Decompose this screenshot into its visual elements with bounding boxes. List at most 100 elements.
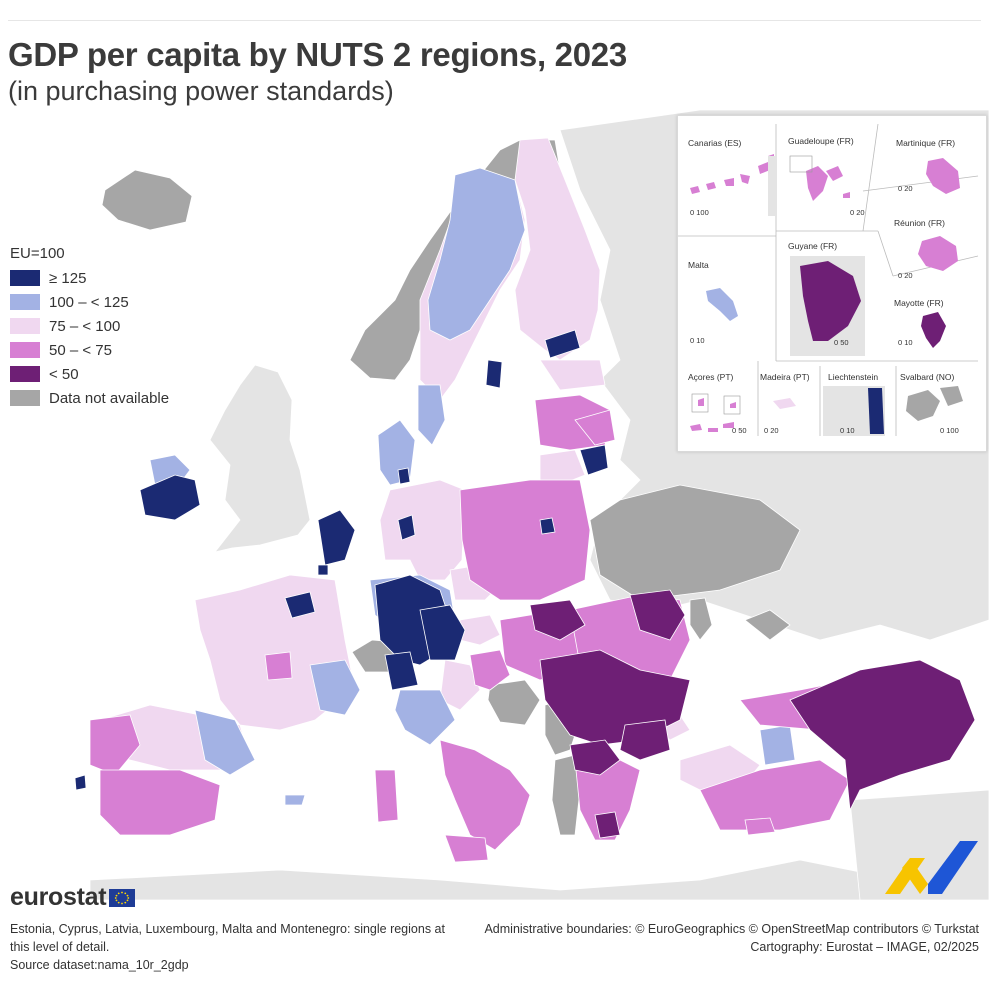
liechtenstein-shape [868, 388, 884, 434]
logo-text: eurostat [10, 883, 107, 911]
greece-epirus [594, 811, 621, 839]
greece-north [569, 739, 621, 776]
legend-item-lt-50: < 50 [10, 362, 190, 386]
spain-east [194, 709, 256, 776]
portugal-north [89, 714, 141, 776]
inset-label-madeira: Madeira (PT) [760, 372, 810, 382]
footer-admin: Administrative boundaries: © EuroGeograp… [484, 922, 979, 936]
hungary-north-east [529, 599, 586, 641]
scale-bar-liechtenstein: 0 10 [840, 426, 855, 435]
inset-label-guyane: Guyane (FR) [788, 241, 838, 251]
regions-lt-50 [529, 589, 976, 839]
footer-note: Estonia, Cyprus, Latvia, Luxembourg, Mal… [10, 920, 470, 974]
austria-east [459, 614, 501, 646]
iceland [101, 169, 193, 231]
legend-swatch [10, 318, 40, 334]
martinique-shape [926, 158, 960, 194]
legend-label: ≥ 125 [49, 269, 87, 287]
top-rule [8, 20, 981, 21]
mayotte-shape [921, 312, 946, 348]
scale-bar-mayotte: 0 10 [898, 338, 913, 347]
poland [459, 479, 591, 601]
scale-bar-malta: 0 10 [690, 336, 705, 345]
scale-bar-guadeloupe: 0 20 [850, 208, 865, 217]
legend-label: < 50 [49, 365, 79, 383]
vilnius-lithuania [579, 444, 609, 476]
scale-bar-canarias: 0 100 [690, 208, 709, 217]
legend-swatch [10, 294, 40, 310]
guyane-shape [800, 261, 861, 341]
inset-label-reunion: Réunion (FR) [894, 218, 946, 228]
germany-north [379, 479, 466, 581]
legend-item-no-data: Data not available [10, 386, 190, 410]
scale-bar-madeira: 0 20 [764, 426, 779, 435]
inset-label-acores: Açores (PT) [688, 372, 734, 382]
guadeloupe-shape [806, 166, 850, 201]
turkey-central [699, 759, 851, 831]
great-britain-land [209, 364, 311, 553]
footer-note-line1: Estonia, Cyprus, Latvia, Luxembourg, Mal… [10, 922, 445, 936]
cyprus [744, 817, 776, 836]
sardinia [374, 769, 399, 823]
malta-main-sicily-mark [284, 794, 306, 806]
legend-item-100-125: 100 – < 125 [10, 290, 190, 314]
legend-item-50-75: 50 – < 75 [10, 338, 190, 362]
scale-bar-martinique: 0 20 [898, 184, 913, 193]
helsinki [544, 329, 581, 359]
legend-label: 50 – < 75 [49, 341, 112, 359]
crimea [744, 609, 791, 641]
denmark [377, 419, 416, 486]
turkey-east [789, 659, 976, 812]
italy-south [439, 739, 531, 851]
eurostat-logo: eurostat [10, 883, 136, 912]
bosnia [487, 679, 541, 726]
estonia [539, 359, 606, 391]
legend-title: EU=100 [10, 245, 65, 262]
inset-label-canarias: Canarias (ES) [688, 138, 742, 148]
latvia-north [574, 409, 616, 446]
copenhagen [397, 467, 411, 485]
sweden-north [427, 167, 526, 341]
lisbon [74, 774, 87, 791]
romania-north-east [629, 589, 686, 641]
moldova [689, 597, 713, 641]
legend-item-ge-125: ≥ 125 [10, 266, 190, 290]
insets-drawing [678, 123, 979, 436]
reunion-shape [918, 236, 958, 271]
scale-bar-acores: 0 50 [732, 426, 747, 435]
legend-swatch [10, 390, 40, 406]
malta-shape [706, 288, 738, 321]
inset-label-martinique: Martinique (FR) [896, 138, 956, 148]
sicily [444, 834, 489, 863]
netherlands [317, 509, 356, 566]
portugal-madeira-spot [264, 651, 293, 681]
map-title: GDP per capita by NUTS 2 regions, 2023 [8, 36, 627, 73]
scale-bar-guyane: 0 50 [834, 338, 849, 347]
scale-bar-svalbard: 0 100 [940, 426, 959, 435]
footer-note-line2: this level of detail. [10, 940, 110, 954]
inset-label-mayotte: Mayotte (FR) [894, 298, 944, 308]
svalbard-shapes [906, 386, 963, 421]
france-south-east [309, 659, 361, 716]
madeira-shape [773, 398, 796, 409]
canarias-shapes [690, 154, 774, 194]
hamburg-berlin [397, 514, 416, 541]
stockholm [485, 359, 503, 389]
croatia [469, 649, 511, 691]
map-legend: EU=100 ≥ 125 100 – < 125 75 – < 100 50 –… [10, 245, 190, 410]
ireland-east [139, 474, 201, 521]
brand-chevron-icon [885, 841, 978, 894]
inset-label-guadeloupe: Guadeloupe (FR) [788, 136, 854, 146]
north-africa-land [89, 859, 989, 900]
footer-cartography: Cartography: Eurostat – IMAGE, 02/2025 [750, 940, 979, 954]
europe-map [74, 110, 989, 900]
spain-south [99, 769, 221, 836]
footer-source: Source dataset:nama_10r_2gdp [10, 958, 189, 972]
belarus-ukraine [589, 484, 801, 601]
map-subtitle: (in purchasing power standards) [8, 76, 394, 106]
bulgaria-south [619, 719, 671, 761]
inset-label-liechtenstein: Liechtenstein [828, 372, 879, 382]
regions-no-data [101, 139, 801, 836]
eu-flag-icon [109, 888, 136, 907]
legend-label: 100 – < 125 [49, 293, 129, 311]
